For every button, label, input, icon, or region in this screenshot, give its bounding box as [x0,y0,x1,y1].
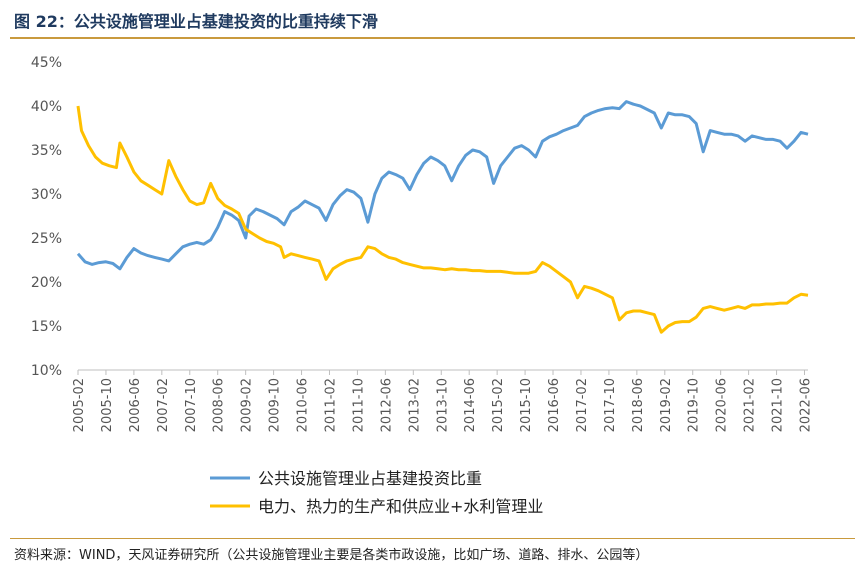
x-tick-label: 2021-10 [771,378,786,432]
x-tick-label: 2015-10 [519,378,534,432]
y-tick-label: 35% [31,143,62,159]
series-line-2 [76,105,809,334]
x-tick-label: 2008-06 [212,378,227,432]
x-tick-label: 2010-06 [296,378,311,432]
source-note: 资料来源：WIND，天风证券研究所（公共设施管理业主要是各类市政设施，比如广场、… [14,548,649,563]
x-tick-label: 2007-10 [184,378,199,432]
x-tick-label: 2022-06 [799,378,814,432]
x-tick-label: 2019-02 [659,378,674,432]
x-tick-label: 2005-02 [72,378,87,432]
x-tick-label: 2013-10 [435,378,450,432]
title-rule [10,37,855,39]
series-lines [76,100,809,334]
x-tick-label: 2015-02 [491,378,506,432]
x-tick-label: 2017-10 [603,378,618,432]
x-tick-label: 2012-06 [379,378,394,432]
x-tick-label: 2009-02 [240,378,255,432]
x-tick-label: 2005-10 [100,378,115,432]
x-tick-label: 2017-02 [575,378,590,432]
line-chart: 10%15%20%25%30%35%40%45% 2005-02 2005-10 2… [31,55,814,516]
x-tick-label: 2013-02 [407,378,422,432]
y-tick-label: 15% [31,319,62,335]
y-tick-label: 25% [31,231,62,247]
x-tick-label: 2014-06 [463,378,478,432]
y-tick-label: 40% [31,99,62,115]
x-tick-label: 2020-06 [715,378,730,432]
x-tick-label: 2011-10 [351,378,366,432]
x-tick-label: 2019-10 [687,378,702,432]
legend-label-1: 公共设施管理业占基建投资比重 [258,469,482,488]
figure-title: 图 22：公共设施管理业占基建投资的比重持续下滑 [14,12,378,31]
y-tick-label: 30% [31,187,62,203]
source-rule [10,538,855,539]
y-tick-label: 10% [31,363,62,379]
y-axis-ticks: 10% 15% 20% 25% 30% 35% 40% 45% [31,55,62,379]
x-tick-label: 2018-06 [631,378,646,432]
legend-label-2: 电力、热力的生产和供应业+水利管理业 [258,497,543,516]
x-axis-ticks: 2005-02 2005-10 2006-06 2007-02 2007-10 2008-… [72,370,814,432]
x-tick-label: 2016-06 [547,378,562,432]
y-tick-label: 45% [31,55,62,71]
x-tick-label: 2007-02 [156,378,171,432]
series-line-1 [76,100,809,271]
x-tick-label: 2011-02 [323,378,338,432]
x-tick-label: 2009-10 [268,378,283,432]
y-tick-label: 20% [31,275,62,291]
x-tick-label: 2006-06 [128,378,143,432]
x-tick-label: 2021-02 [743,378,758,432]
